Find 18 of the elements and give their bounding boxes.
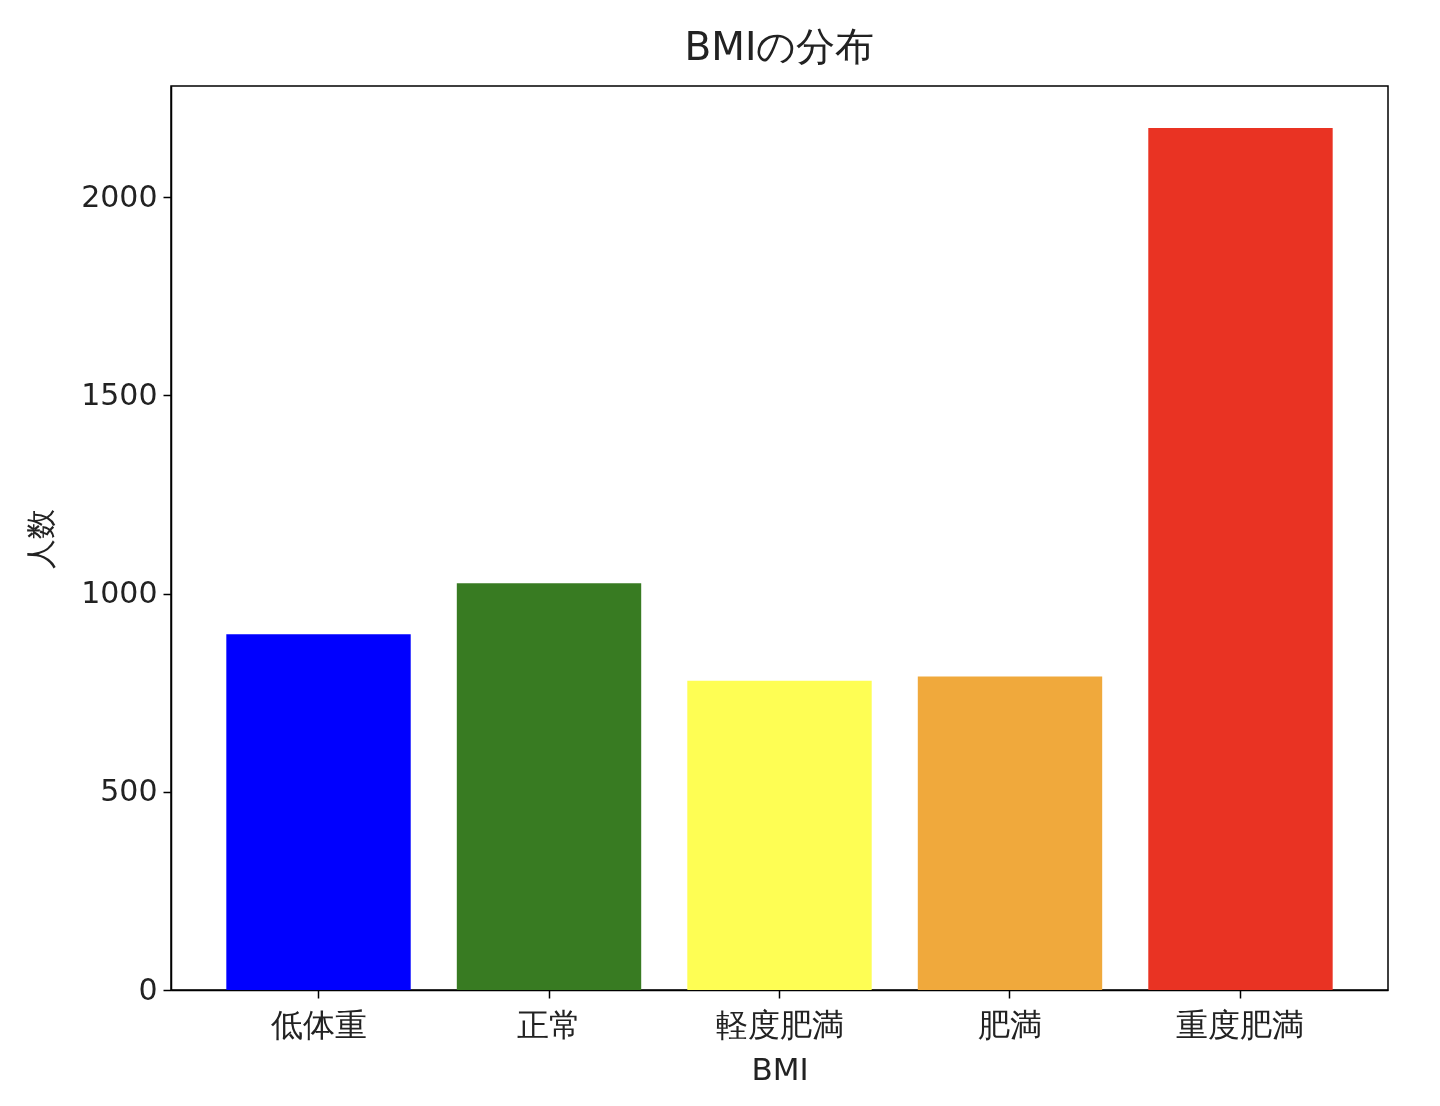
bar [456, 583, 642, 990]
y-tick-label: 0 [138, 971, 158, 1007]
y-tick-label: 1500 [81, 376, 158, 412]
x-tick-label: 正常 [517, 1005, 582, 1044]
bar [917, 676, 1103, 990]
bar [1148, 128, 1333, 990]
y-tick-label: 2000 [81, 178, 158, 214]
y-axis-title: 人数 [23, 508, 59, 569]
x-tick-label: 肥満 [977, 1005, 1042, 1044]
x-axis-title: BMI [751, 1050, 809, 1087]
x-tick-label: 軽度肥満 [715, 1005, 844, 1044]
chart-title: BMIの分布 [684, 24, 875, 69]
x-tick-label: 重度肥満 [1176, 1005, 1305, 1044]
bar [687, 680, 872, 990]
y-tick-label: 1000 [81, 575, 158, 611]
x-tick-label: 低体重 [270, 1005, 367, 1044]
bar [226, 634, 411, 990]
y-tick-label: 500 [100, 773, 158, 809]
